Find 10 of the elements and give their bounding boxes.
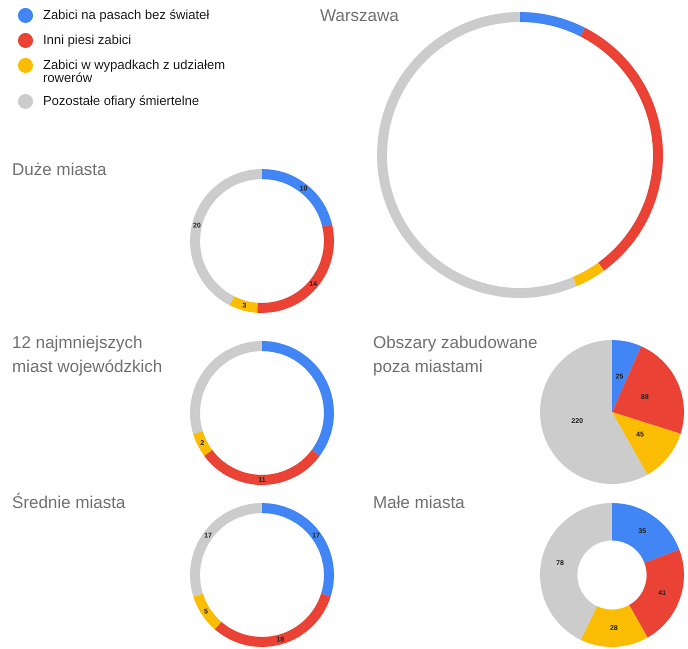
chart-title: Średnie miasta (12, 492, 126, 514)
chart-title: Warszawa (320, 5, 400, 27)
legend-label: Pozostałe ofiary śmiertelne (43, 93, 200, 108)
legend-label: Inni piesi zabici (43, 32, 132, 47)
chart-title: Duże miasta (12, 159, 108, 181)
legend-label: Zabici na pasach bez świateł (43, 7, 210, 22)
chart-title: Obszary zabudowane poza miastami (373, 332, 538, 378)
legend-label: Zabici w wypadkach z udziałem rowerów (43, 57, 226, 85)
chart-title: Małe miasta (373, 492, 466, 514)
chart-title: 12 najmniejszych miast wojewódzkich (12, 332, 164, 378)
